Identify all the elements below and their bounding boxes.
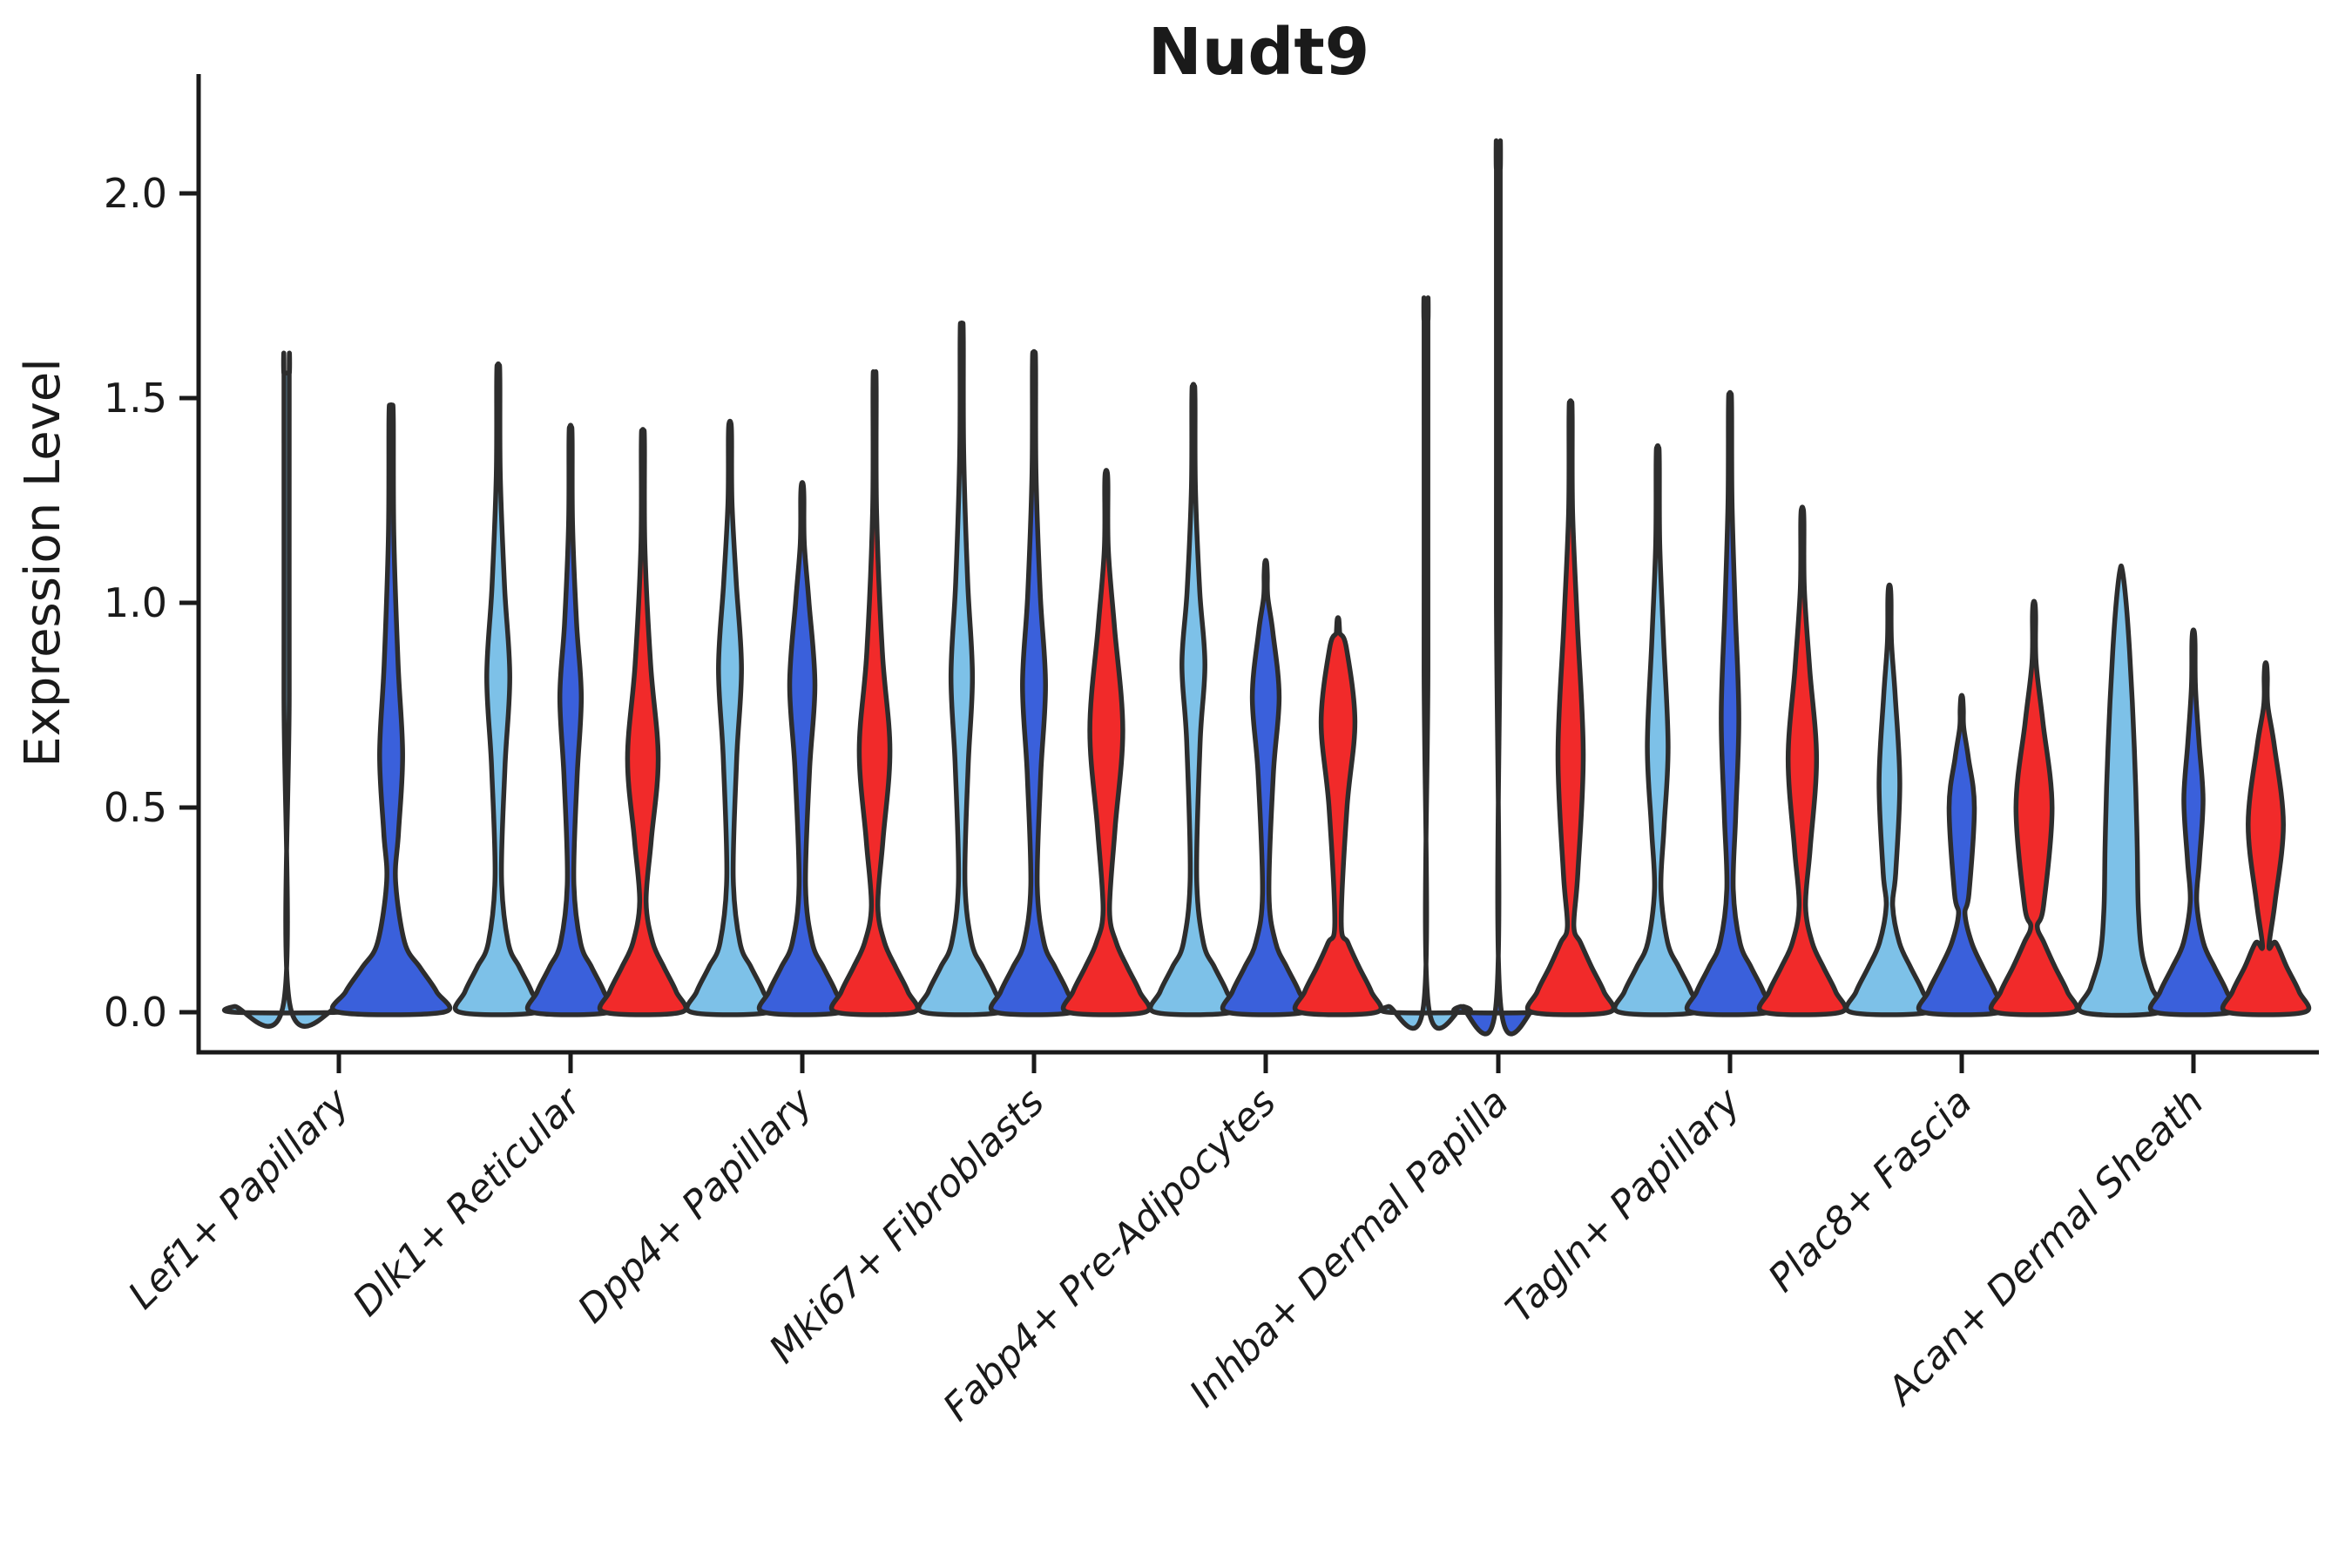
- y-tick-label: 1.5: [104, 375, 167, 422]
- violin-darkblue-group6: [1451, 139, 1545, 1037]
- violin-red-group9: [2220, 659, 2312, 1017]
- violin-lightblue-group8: [1843, 582, 1936, 1017]
- violin-red-group6: [1524, 398, 1617, 1017]
- violin-lightblue-group4: [916, 320, 1008, 1017]
- violin-darkblue-group2: [524, 422, 617, 1017]
- violin-red-group7: [1756, 504, 1848, 1017]
- y-tick-label: 2.0: [104, 170, 167, 217]
- x-tick-label: Plac8+ Fascia: [1760, 1080, 1980, 1301]
- violin-lightblue-group5: [1147, 382, 1240, 1017]
- violin-darkblue-group5: [1220, 558, 1312, 1017]
- violin-lightblue-group3: [684, 418, 776, 1017]
- x-tick-label: Dpp4+ Papillary: [570, 1079, 822, 1332]
- violin-red-group5: [1292, 615, 1384, 1017]
- violin-red-group3: [828, 368, 921, 1017]
- violin-lightblue-group6: [1379, 295, 1473, 1031]
- violin-lightblue-group1: [221, 350, 352, 1029]
- violin-lightblue-group9: [2076, 563, 2166, 1018]
- violins-layer: [221, 139, 2312, 1037]
- plot-title: Nudt9: [1148, 15, 1369, 90]
- violin-darkblue-group4: [988, 348, 1080, 1017]
- axes-layer: [179, 74, 2319, 1073]
- violin-darkblue-group8: [1916, 693, 2008, 1017]
- violin-red-group8: [1988, 598, 2080, 1017]
- y-tick-label: 0.0: [104, 989, 167, 1036]
- y-tick-label: 1.0: [104, 579, 167, 626]
- x-tick-label: Lef1+ Papillary: [120, 1079, 359, 1318]
- violin-lightblue-group7: [1612, 443, 1704, 1017]
- x-tick-label: Dlk1+ Reticular: [344, 1078, 591, 1325]
- violin-red-group4: [1060, 468, 1152, 1017]
- x-tick-label: Tagln+ Papillary: [1497, 1079, 1749, 1331]
- violin-lightblue-group2: [452, 361, 544, 1017]
- y-axis-label: Expression Level: [15, 358, 71, 767]
- violin-darkblue-group1: [329, 402, 453, 1017]
- violin-darkblue-group7: [1684, 389, 1776, 1017]
- violin-red-group2: [597, 427, 689, 1017]
- violin-darkblue-group9: [2147, 627, 2240, 1017]
- y-tick-label: 0.5: [104, 784, 167, 831]
- violin-darkblue-group3: [756, 480, 848, 1017]
